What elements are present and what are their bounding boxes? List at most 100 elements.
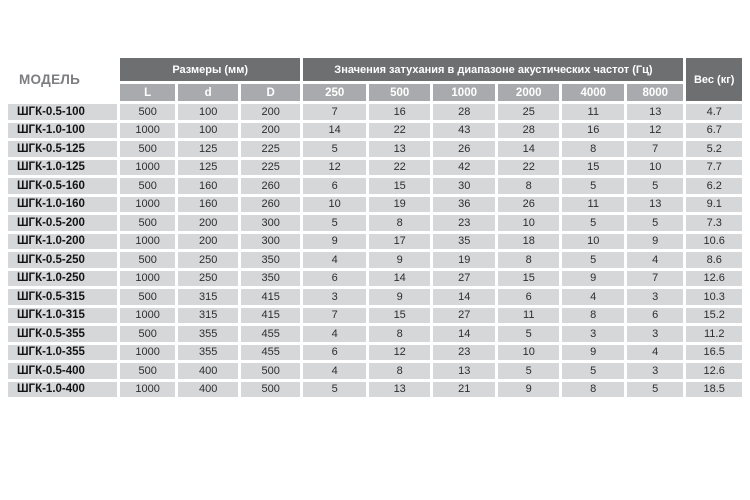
value-cell: 13	[368, 381, 431, 397]
value-cell: 13	[627, 196, 684, 212]
value-cell: 455	[240, 326, 301, 342]
value-cell: 12	[368, 344, 431, 360]
value-cell: 43	[433, 122, 495, 138]
column-header-250: 250	[303, 84, 366, 101]
value-cell: 7	[627, 270, 684, 286]
table-row: ШГК-0.5-315 500 315 415 3 9 14 6 4 3 10.3	[8, 289, 742, 305]
value-cell: 13	[433, 363, 495, 379]
value-cell: 500	[119, 178, 176, 194]
value-cell: 8	[497, 178, 560, 194]
model-cell: ШГК-0.5-250	[8, 252, 117, 268]
value-cell: 42	[433, 159, 495, 175]
spec-table-page: МОДЕЛЬ Размеры (мм) Значения затухания в…	[0, 55, 750, 500]
value-cell: 100	[178, 122, 238, 138]
value-cell: 3	[627, 289, 684, 305]
model-cell: ШГК-0.5-125	[8, 141, 117, 157]
model-cell: ШГК-1.0-355	[8, 344, 117, 360]
value-cell: 455	[240, 344, 301, 360]
value-cell: 5	[303, 381, 366, 397]
value-cell: 9	[368, 289, 431, 305]
value-cell: 200	[240, 122, 301, 138]
value-cell: 400	[178, 363, 238, 379]
value-cell: 3	[303, 289, 366, 305]
value-cell: 25	[497, 104, 560, 120]
value-cell: 1000	[119, 196, 176, 212]
value-cell: 7.7	[686, 159, 742, 175]
value-cell: 18.5	[686, 381, 742, 397]
table-row: ШГК-1.0-200 1000 200 300 9 17 35 18 10 9 10.6	[8, 233, 742, 249]
value-cell: 21	[433, 381, 495, 397]
value-cell: 300	[240, 215, 301, 231]
value-cell: 6	[627, 307, 684, 323]
value-cell: 1000	[119, 307, 176, 323]
value-cell: 15	[368, 307, 431, 323]
value-cell: 9	[562, 344, 624, 360]
value-cell: 35	[433, 233, 495, 249]
value-cell: 10.6	[686, 233, 742, 249]
value-cell: 9	[562, 270, 624, 286]
value-cell: 6	[303, 270, 366, 286]
value-cell: 16	[562, 122, 624, 138]
table-row: ШГК-0.5-160 500 160 260 6 15 30 8 5 5 6.2	[8, 178, 742, 194]
value-cell: 1000	[119, 159, 176, 175]
table-row: ШГК-1.0-100 1000 100 200 14 22 43 28 16 12 6.7	[8, 122, 742, 138]
value-cell: 5	[562, 252, 624, 268]
attenuator-spec-table: МОДЕЛЬ Размеры (мм) Значения затухания в…	[5, 55, 745, 400]
model-cell: ШГК-1.0-250	[8, 270, 117, 286]
value-cell: 9	[497, 381, 560, 397]
value-cell: 315	[178, 289, 238, 305]
value-cell: 17	[368, 233, 431, 249]
value-cell: 11	[562, 196, 624, 212]
value-cell: 1000	[119, 381, 176, 397]
table-row: ШГК-0.5-400 500 400 500 4 8 13 5 5 3 12.6	[8, 363, 742, 379]
value-cell: 7	[627, 141, 684, 157]
value-cell: 22	[497, 159, 560, 175]
value-cell: 415	[240, 307, 301, 323]
value-cell: 5	[562, 178, 624, 194]
value-cell: 1000	[119, 344, 176, 360]
value-cell: 11.2	[686, 326, 742, 342]
value-cell: 100	[178, 104, 238, 120]
value-cell: 3	[627, 363, 684, 379]
table-row: ШГК-0.5-125 500 125 225 5 13 26 14 8 7 5.2	[8, 141, 742, 157]
column-header-4000: 4000	[562, 84, 624, 101]
column-header-L: L	[119, 84, 176, 101]
value-cell: 4	[303, 252, 366, 268]
model-cell: ШГК-0.5-315	[8, 289, 117, 305]
value-cell: 14	[368, 270, 431, 286]
value-cell: 500	[240, 381, 301, 397]
value-cell: 1000	[119, 270, 176, 286]
value-cell: 500	[119, 215, 176, 231]
value-cell: 22	[368, 159, 431, 175]
value-cell: 8.6	[686, 252, 742, 268]
value-cell: 200	[240, 104, 301, 120]
table-header: МОДЕЛЬ Размеры (мм) Значения затухания в…	[8, 58, 742, 101]
value-cell: 500	[119, 289, 176, 305]
model-cell: ШГК-1.0-125	[8, 159, 117, 175]
column-header-1000: 1000	[433, 84, 495, 101]
value-cell: 160	[178, 178, 238, 194]
value-cell: 500	[240, 363, 301, 379]
value-cell: 250	[178, 270, 238, 286]
value-cell: 3	[627, 326, 684, 342]
table-row: ШГК-0.5-100 500 100 200 7 16 28 25 11 13 4.7	[8, 104, 742, 120]
value-cell: 4	[627, 252, 684, 268]
value-cell: 4	[627, 344, 684, 360]
model-column-header: МОДЕЛЬ	[19, 72, 81, 87]
value-cell: 125	[178, 159, 238, 175]
value-cell: 5	[627, 215, 684, 231]
value-cell: 10	[627, 159, 684, 175]
value-cell: 4.7	[686, 104, 742, 120]
model-cell: ШГК-1.0-100	[8, 122, 117, 138]
value-cell: 5	[497, 326, 560, 342]
model-cell: ШГК-0.5-160	[8, 178, 117, 194]
value-cell: 13	[627, 104, 684, 120]
model-cell: ШГК-0.5-355	[8, 326, 117, 342]
value-cell: 6.7	[686, 122, 742, 138]
value-cell: 5	[562, 215, 624, 231]
value-cell: 6	[497, 289, 560, 305]
table-row: ШГК-0.5-200 500 200 300 5 8 23 10 5 5 7.3	[8, 215, 742, 231]
value-cell: 500	[119, 326, 176, 342]
value-cell: 14	[497, 141, 560, 157]
model-cell: ШГК-1.0-400	[8, 381, 117, 397]
